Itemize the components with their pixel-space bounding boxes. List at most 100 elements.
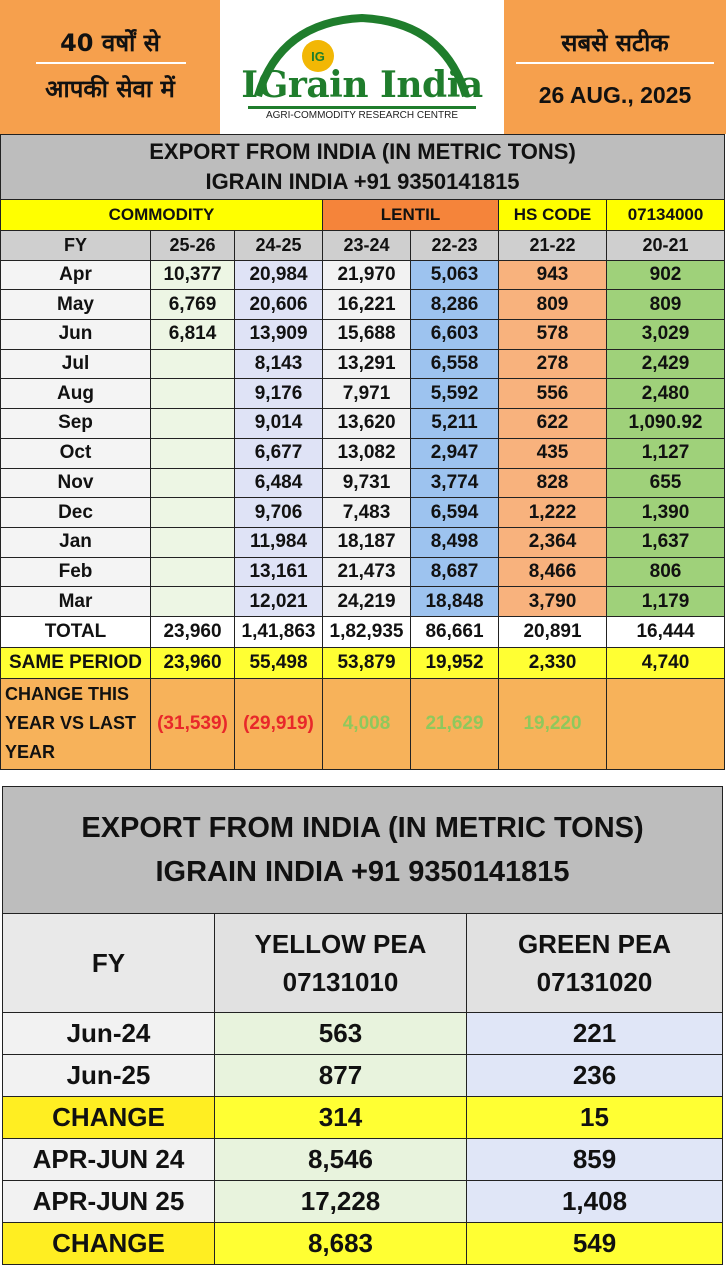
pea-row: Jun-24 563 221 [2, 1012, 724, 1055]
pea-export-table: EXPORT FROM INDIA (IN METRIC TONS) IGRAI… [1, 786, 724, 1265]
month-row: Jul 8,143 13,291 6,558 278 2,429 [0, 348, 726, 380]
month-value: 6,814 [150, 319, 235, 350]
month-value: 435 [498, 437, 607, 469]
month-value: 1,637 [605, 526, 726, 558]
month-value: 2,364 [498, 526, 607, 558]
month-value: 20,606 [234, 289, 323, 321]
month-value: 5,592 [410, 378, 499, 410]
green-pea-value: 1,408 [465, 1180, 724, 1223]
month-value: 9,706 [234, 497, 323, 528]
change-row-label: CHANGE THIS YEAR VS LAST YEAR [0, 677, 151, 770]
same-period-row-label: SAME PERIOD [0, 646, 151, 679]
pea-row: Jun-25 877 236 [2, 1054, 724, 1097]
month-value: 13,291 [322, 348, 411, 380]
month-label: Apr [0, 259, 151, 291]
commodity-label: COMMODITY [0, 199, 323, 231]
month-row: Aug 9,176 7,971 5,592 556 2,480 [0, 378, 726, 410]
yellow-pea-value: 314 [214, 1096, 467, 1139]
change-row-value: 19,220 [498, 677, 607, 770]
month-value: 828 [498, 467, 607, 499]
month-value: 5,063 [410, 259, 499, 291]
same-period-row-value: 4,740 [605, 646, 726, 679]
yellow-pea-value: 17,228 [214, 1180, 467, 1223]
month-value: 1,127 [605, 437, 726, 469]
month-value: 6,558 [410, 348, 499, 380]
total-row: TOTAL 23,960 1,41,863 1,82,935 86,661 20,891 1… [0, 615, 726, 648]
month-value [150, 526, 235, 558]
lentil-title-line1: EXPORT FROM INDIA (IN METRIC TONS) [149, 139, 576, 164]
month-row: Feb 13,161 21,473 8,687 8,466 806 [0, 556, 726, 588]
month-value [150, 408, 235, 439]
month-value: 1,090.92 [605, 408, 726, 439]
same-period-row-value: 19,952 [410, 646, 499, 679]
month-row: Sep 9,014 13,620 5,211 622 1,090.92 [0, 408, 726, 439]
pea-title-line2: IGRAIN INDIA +91 9350141815 [155, 856, 570, 888]
hs-code-value: 07134000 [605, 199, 726, 231]
accuracy-tagline: सबसे सटीक [561, 29, 669, 57]
month-label: Mar [0, 586, 151, 617]
month-value: 21,970 [322, 259, 411, 291]
green-pea-header: GREEN PEA 07131020 [465, 913, 724, 1013]
month-value [150, 437, 235, 469]
month-value: 1,179 [605, 586, 726, 617]
month-value: 12,021 [234, 586, 323, 617]
logo-badge-text: IG [311, 49, 325, 64]
yellow-pea-name: YELLOW PEA [254, 929, 427, 959]
logo-subtitle: AGRI-COMMODITY RESEARCH CENTRE [265, 110, 459, 121]
month-value: 21,473 [322, 556, 411, 588]
tagline-box: 40 वर्षों से आपकी सेवा में [0, 0, 220, 134]
logo-underline [248, 106, 476, 109]
month-value: 10,377 [150, 259, 235, 291]
pea-row-label: APR-JUN 24 [2, 1138, 215, 1181]
month-value: 3,790 [498, 586, 607, 617]
pea-row-label: CHANGE [2, 1096, 215, 1139]
month-value: 3,774 [410, 467, 499, 499]
total-row-value: 1,41,863 [234, 615, 323, 648]
report-date: 26 AUG., 2025 [538, 82, 692, 108]
total-row-value: 20,891 [498, 615, 607, 648]
change-row-value: (31,539) [150, 677, 235, 770]
month-value: 18,187 [322, 526, 411, 558]
month-value: 15,688 [322, 319, 411, 350]
month-value: 9,176 [234, 378, 323, 410]
month-value: 6,769 [150, 289, 235, 321]
commodity-name: LENTIL [322, 199, 499, 231]
total-row-value: 86,661 [410, 615, 499, 648]
logo: IG IGrain India AGRI-COMMODITY RESEARCH … [220, 0, 504, 134]
month-label: Jan [0, 526, 151, 558]
month-label: Jun [0, 319, 151, 350]
month-value: 6,603 [410, 319, 499, 350]
month-label: Dec [0, 497, 151, 528]
logo-name: IGrain India [241, 64, 483, 106]
tagline-line1: 40 वर्षों से [60, 29, 160, 57]
year-header: 21-22 [498, 230, 607, 261]
change-row-value: 21,629 [410, 677, 499, 770]
fy-label: FY [0, 230, 151, 261]
tagline-line2: आपकी सेवा में [45, 75, 175, 103]
month-value: 18,848 [410, 586, 499, 617]
green-pea-value: 549 [465, 1222, 724, 1265]
month-value [150, 586, 235, 617]
pea-title-line1: EXPORT FROM INDIA (IN METRIC TONS) [81, 812, 644, 844]
month-value: 24,219 [322, 586, 411, 617]
month-value: 1,390 [605, 497, 726, 528]
month-label: Sep [0, 408, 151, 439]
month-value: 13,620 [322, 408, 411, 439]
year-header: 23-24 [322, 230, 411, 261]
month-value: 8,466 [498, 556, 607, 588]
month-row: May 6,769 20,606 16,221 8,286 809 809 [0, 289, 726, 321]
month-value: 9,014 [234, 408, 323, 439]
change-row-value: 4,008 [322, 677, 411, 770]
month-row: Dec 9,706 7,483 6,594 1,222 1,390 [0, 497, 726, 528]
year-header: 22-23 [410, 230, 499, 261]
tagline-divider [36, 62, 186, 64]
same-period-row-value: 53,879 [322, 646, 411, 679]
month-value: 20,984 [234, 259, 323, 291]
month-row: Jan 11,984 18,187 8,498 2,364 1,637 [0, 526, 726, 558]
month-value [150, 497, 235, 528]
month-value: 5,211 [410, 408, 499, 439]
month-value: 8,286 [410, 289, 499, 321]
pea-fy-label: FY [2, 913, 215, 1013]
year-header: 20-21 [605, 230, 726, 261]
month-value: 13,909 [234, 319, 323, 350]
